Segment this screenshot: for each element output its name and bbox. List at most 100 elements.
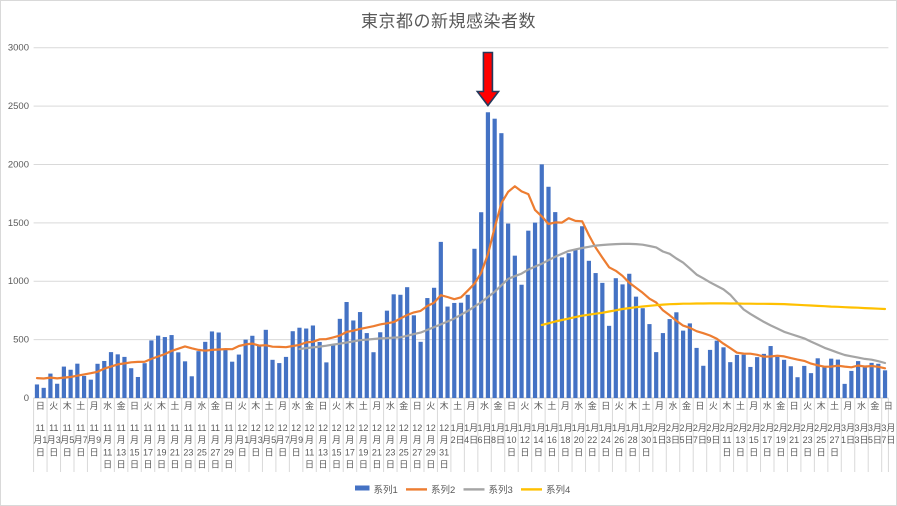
svg-text:日: 日 bbox=[695, 401, 704, 411]
svg-text:1月: 1月 bbox=[504, 423, 518, 433]
svg-text:14: 14 bbox=[533, 435, 543, 445]
svg-text:17: 17 bbox=[143, 447, 153, 457]
svg-text:1500: 1500 bbox=[8, 218, 29, 229]
x-axis-label: 火 1月 26 日 bbox=[612, 401, 626, 457]
svg-text:22: 22 bbox=[587, 435, 597, 445]
svg-text:12: 12 bbox=[278, 423, 288, 433]
x-axis-label: 日 11 月1 日 bbox=[33, 401, 47, 457]
svg-text:11: 11 bbox=[63, 423, 72, 433]
x-axis-label: 木 11 月 19 日 bbox=[156, 400, 166, 470]
svg-text:月: 月 bbox=[440, 435, 449, 445]
svg-text:12: 12 bbox=[520, 435, 530, 445]
svg-text:日: 日 bbox=[211, 460, 220, 470]
svg-text:15: 15 bbox=[331, 447, 341, 457]
svg-text:12: 12 bbox=[305, 423, 315, 433]
svg-text:1月: 1月 bbox=[585, 423, 599, 433]
svg-text:3月: 3月 bbox=[881, 423, 895, 433]
svg-text:月1: 月1 bbox=[33, 435, 47, 445]
svg-text:日: 日 bbox=[372, 460, 381, 470]
svg-text:3月: 3月 bbox=[841, 423, 855, 433]
svg-text:3日: 3日 bbox=[666, 435, 680, 445]
svg-text:土: 土 bbox=[76, 400, 85, 411]
x-axis-label: 月 3月 1日 bbox=[841, 401, 855, 445]
svg-text:30: 30 bbox=[641, 435, 651, 445]
x-axis-label: 火 2月 23 日 bbox=[801, 401, 815, 457]
x-axis-label: 月 1月 18 日 bbox=[558, 401, 572, 457]
svg-text:12: 12 bbox=[358, 423, 368, 433]
svg-text:日: 日 bbox=[278, 447, 287, 457]
svg-text:月: 月 bbox=[144, 435, 153, 445]
svg-text:1月: 1月 bbox=[531, 423, 545, 433]
svg-text:2月: 2月 bbox=[679, 423, 693, 433]
x-axis-label: 木 2月 11 日 bbox=[720, 400, 734, 457]
svg-text:水: 水 bbox=[292, 400, 301, 411]
svg-text:水: 水 bbox=[480, 400, 489, 411]
legend-item-2[interactable]: 系列2 bbox=[406, 484, 455, 496]
svg-text:17: 17 bbox=[345, 447, 355, 457]
svg-text:1月: 1月 bbox=[612, 423, 626, 433]
svg-text:日: 日 bbox=[615, 447, 624, 457]
x-axis-label: 土 11 月7 日 bbox=[74, 400, 88, 457]
legend-item-1[interactable]: 系列1 bbox=[355, 484, 398, 496]
x-axis-label: 水 11 月 25 日 bbox=[197, 400, 207, 470]
svg-text:1月: 1月 bbox=[558, 423, 572, 433]
svg-text:日: 日 bbox=[601, 401, 610, 411]
x-axis-label: 金 1月 8日 bbox=[491, 400, 505, 445]
svg-text:月: 月 bbox=[103, 435, 112, 445]
svg-text:月: 月 bbox=[157, 435, 166, 445]
svg-text:土: 土 bbox=[265, 400, 274, 411]
x-axis-label: 金 2月 19 日 bbox=[774, 400, 788, 457]
svg-text:月7: 月7 bbox=[74, 435, 88, 445]
line-系列2 bbox=[35, 185, 887, 380]
x-axis-label: 木 2月 25 日 bbox=[814, 400, 828, 457]
svg-text:月: 月 bbox=[561, 401, 570, 411]
svg-text:12: 12 bbox=[385, 423, 395, 433]
svg-text:月3: 月3 bbox=[47, 435, 61, 445]
svg-text:12: 12 bbox=[251, 423, 261, 433]
svg-text:2月: 2月 bbox=[774, 423, 788, 433]
x-axis-label: 水 11 月 11 日 bbox=[103, 400, 112, 470]
down-arrow-annotation bbox=[475, 51, 501, 107]
x-axis-label: 火 1月 12 日 bbox=[518, 401, 532, 457]
x-axis-label: 火 2月 9日 bbox=[706, 401, 720, 445]
svg-text:1月: 1月 bbox=[545, 423, 559, 433]
legend-item-4[interactable]: 系列4 bbox=[521, 484, 570, 496]
svg-text:23: 23 bbox=[385, 447, 395, 457]
svg-text:月: 月 bbox=[130, 435, 139, 445]
svg-text:水: 水 bbox=[857, 400, 866, 411]
svg-text:日: 日 bbox=[776, 447, 785, 457]
x-axis-label: 土 12 月 19 日 bbox=[358, 400, 368, 470]
svg-text:日: 日 bbox=[305, 460, 314, 470]
svg-text:金: 金 bbox=[494, 400, 503, 411]
x-axis-label: 月 2月 15 日 bbox=[747, 401, 761, 457]
x-axis-label: 金 12 月 11 日 bbox=[305, 400, 315, 470]
x-axis-label: 木 1月 28 日 bbox=[626, 400, 640, 457]
svg-text:木: 木 bbox=[251, 400, 260, 411]
svg-text:金: 金 bbox=[588, 400, 597, 411]
x-axis-label: 木 12 月3 日 bbox=[249, 400, 263, 457]
x-axis-label: 木 1月 14 日 bbox=[531, 400, 545, 457]
svg-text:11: 11 bbox=[170, 423, 179, 433]
svg-text:日: 日 bbox=[224, 401, 233, 411]
svg-text:日: 日 bbox=[642, 447, 651, 457]
x-axis-label: 金 11 月 27 日 bbox=[210, 400, 220, 470]
y-axis-labels: 0 500 1000 1500 2000 2500 3000 bbox=[8, 43, 29, 404]
svg-text:木: 木 bbox=[157, 400, 166, 411]
svg-text:23: 23 bbox=[183, 447, 193, 457]
svg-text:日: 日 bbox=[157, 460, 166, 470]
svg-text:25: 25 bbox=[816, 435, 826, 445]
x-axis-label: 水 2月 3日 bbox=[666, 400, 680, 445]
svg-text:11: 11 bbox=[224, 423, 233, 433]
svg-text:日: 日 bbox=[884, 401, 893, 411]
svg-text:月: 月 bbox=[399, 435, 408, 445]
legend-item-3[interactable]: 系列3 bbox=[463, 484, 513, 496]
svg-text:月9: 月9 bbox=[87, 435, 101, 445]
line-系列3 bbox=[298, 242, 887, 365]
svg-text:9日: 9日 bbox=[706, 435, 720, 445]
x-axis-label: 土 2月 13 日 bbox=[733, 400, 747, 457]
svg-text:月: 月 bbox=[426, 435, 435, 445]
svg-text:火: 火 bbox=[615, 401, 624, 411]
svg-text:月: 月 bbox=[332, 435, 341, 445]
svg-text:月: 月 bbox=[184, 435, 193, 445]
